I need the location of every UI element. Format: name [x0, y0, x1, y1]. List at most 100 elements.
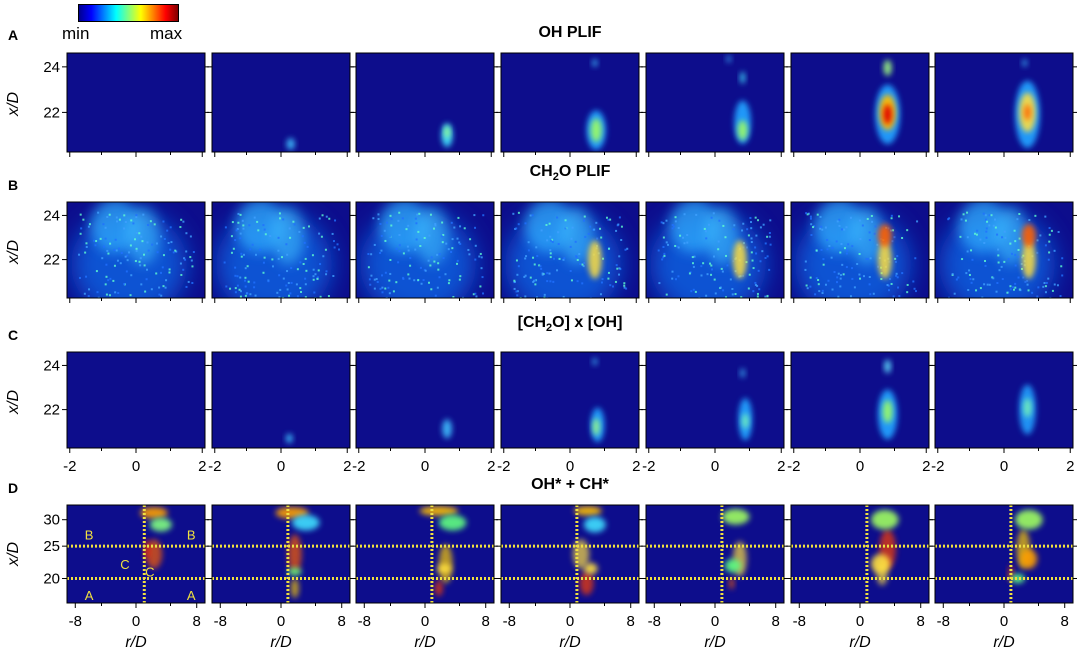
x-tick-label: 2: [487, 458, 495, 475]
x-tick-label: 0: [421, 458, 429, 475]
x-tick-label: 0: [132, 613, 140, 630]
x-tick-label: 0: [711, 458, 719, 475]
y-tick-label: 24: [43, 357, 60, 374]
row-title-ch2o-plif: CH2O PLIF: [470, 163, 670, 183]
x-tick-label: -2: [497, 458, 510, 475]
x-axis-label: r/D: [125, 634, 147, 651]
image-panel: [934, 201, 1074, 299]
x-tick-label: -8: [937, 613, 950, 630]
x-tick-label: 2: [198, 458, 206, 475]
y-tick-label: 22: [43, 252, 60, 269]
image-panel: [645, 52, 785, 153]
x-tick-label: -2: [642, 458, 655, 475]
colorbar: [78, 4, 179, 22]
x-axis-label: r/D: [414, 634, 436, 651]
image-panel: [790, 201, 930, 299]
image-panel: [66, 201, 206, 299]
x-tick-label: -2: [931, 458, 944, 475]
y-tick-label: 22: [43, 402, 60, 419]
title-part: O PLIF: [558, 163, 611, 180]
row-title-product: [CH2O] x [OH]: [450, 314, 690, 334]
image-panel: [500, 351, 640, 449]
image-panel: [211, 351, 351, 449]
x-tick-label: 8: [338, 613, 346, 630]
row-title-chemiluminescence: OH* + CH*: [531, 476, 609, 493]
y-tick-label: 20: [43, 571, 60, 588]
x-tick-label: 2: [922, 458, 930, 475]
x-tick-label: 0: [566, 613, 574, 630]
title-part: CH: [529, 163, 553, 180]
image-panel: [355, 52, 495, 153]
x-tick-label: 8: [482, 613, 490, 630]
x-tick-label: 8: [917, 613, 925, 630]
region-annotation: A: [85, 588, 94, 603]
image-panel: [934, 52, 1074, 153]
region-annotation: B: [85, 527, 94, 542]
image-panel: [211, 201, 351, 299]
image-panel: [645, 201, 785, 299]
x-tick-label: -2: [787, 458, 800, 475]
x-tick-label: 0: [277, 613, 285, 630]
region-annotation: B: [187, 527, 196, 542]
x-tick-label: 8: [1061, 613, 1069, 630]
x-tick-label: 0: [566, 458, 574, 475]
region-annotation: C: [145, 565, 154, 580]
colorbar-max-label: max: [150, 24, 183, 43]
image-panel: [211, 504, 351, 604]
title-subscript: 2: [546, 322, 553, 335]
x-tick-label: 0: [856, 458, 864, 475]
y-tick-label: 30: [43, 512, 60, 529]
image-panel: [790, 504, 930, 604]
image-panel: [645, 504, 785, 604]
image-panel: [66, 504, 206, 604]
row-letter-c: C: [8, 327, 19, 343]
x-tick-label: 8: [627, 613, 635, 630]
x-tick-label: 0: [1000, 458, 1008, 475]
x-tick-label: -2: [352, 458, 365, 475]
x-tick-label: 2: [343, 458, 351, 475]
row-title-oh-plif: OH PLIF: [538, 24, 602, 41]
y-tick-label: 24: [43, 59, 60, 76]
x-tick-label: 0: [1000, 613, 1008, 630]
x-tick-label: 0: [421, 613, 429, 630]
x-tick-label: -8: [214, 613, 227, 630]
panel-layer: [66, 52, 1074, 604]
x-tick-label: -2: [63, 458, 76, 475]
image-panel: [500, 52, 640, 153]
x-axis-label: r/D: [993, 634, 1015, 651]
y-axis-label-c: x/D: [5, 390, 22, 414]
image-panel: [645, 351, 785, 449]
x-tick-label: -8: [648, 613, 661, 630]
region-annotation: A: [187, 588, 196, 603]
x-tick-label: -8: [69, 613, 82, 630]
title-subscript: 2: [552, 171, 559, 184]
x-axis-label: r/D: [270, 634, 292, 651]
image-panel: [790, 52, 930, 153]
image-panel: [934, 504, 1074, 604]
image-panel: [211, 52, 351, 153]
title-part: [CH: [517, 314, 547, 331]
row-letter-b: B: [8, 177, 19, 193]
row-letter-a: A: [8, 27, 19, 43]
x-tick-label: 0: [711, 613, 719, 630]
x-tick-label: -8: [793, 613, 806, 630]
image-panel: [500, 201, 640, 299]
row-letter-d: D: [8, 480, 19, 496]
x-tick-label: -8: [503, 613, 516, 630]
x-tick-label: 8: [772, 613, 780, 630]
y-axis-label-d: x/D: [5, 542, 22, 566]
x-tick-label: -2: [208, 458, 221, 475]
x-axis-label: r/D: [704, 634, 726, 651]
y-tick-label: 25: [43, 538, 60, 555]
x-tick-label: 0: [277, 458, 285, 475]
y-axis-label-b: x/D: [5, 240, 22, 264]
image-panel: [790, 351, 930, 449]
x-tick-label: 0: [856, 613, 864, 630]
image-panel: [66, 351, 206, 449]
image-panel: [355, 201, 495, 299]
x-axis-label: r/D: [849, 634, 871, 651]
y-tick-label: 22: [43, 104, 60, 121]
title-part: O] x [OH]: [552, 314, 623, 331]
